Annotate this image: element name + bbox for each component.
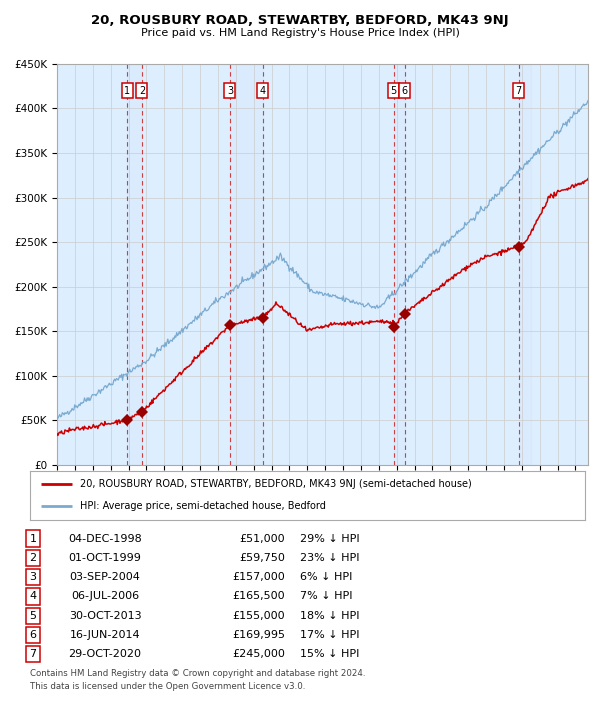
Text: 6: 6 bbox=[29, 630, 37, 640]
Text: £155,000: £155,000 bbox=[232, 611, 285, 621]
Text: 04-DEC-1998: 04-DEC-1998 bbox=[68, 534, 142, 544]
Text: 16-JUN-2014: 16-JUN-2014 bbox=[70, 630, 140, 640]
Text: 7: 7 bbox=[29, 649, 37, 659]
Text: 20, ROUSBURY ROAD, STEWARTBY, BEDFORD, MK43 9NJ: 20, ROUSBURY ROAD, STEWARTBY, BEDFORD, M… bbox=[91, 14, 509, 27]
Text: 03-SEP-2004: 03-SEP-2004 bbox=[70, 572, 140, 582]
Text: 15% ↓ HPI: 15% ↓ HPI bbox=[300, 649, 359, 659]
Text: 6: 6 bbox=[402, 86, 408, 96]
Text: 06-JUL-2006: 06-JUL-2006 bbox=[71, 591, 139, 601]
Text: 29% ↓ HPI: 29% ↓ HPI bbox=[300, 534, 359, 544]
Text: £59,750: £59,750 bbox=[239, 553, 285, 563]
Text: 29-OCT-2020: 29-OCT-2020 bbox=[68, 649, 142, 659]
Bar bbox=[394, 64, 405, 465]
Text: 18% ↓ HPI: 18% ↓ HPI bbox=[300, 611, 359, 621]
Text: 2: 2 bbox=[139, 86, 145, 96]
Text: 7% ↓ HPI: 7% ↓ HPI bbox=[300, 591, 353, 601]
Text: 01-OCT-1999: 01-OCT-1999 bbox=[68, 553, 142, 563]
Bar bbox=[127, 64, 142, 465]
Text: 30-OCT-2013: 30-OCT-2013 bbox=[68, 611, 142, 621]
Text: This data is licensed under the Open Government Licence v3.0.: This data is licensed under the Open Gov… bbox=[30, 682, 305, 691]
Text: 1: 1 bbox=[124, 86, 130, 96]
Text: 20, ROUSBURY ROAD, STEWARTBY, BEDFORD, MK43 9NJ (semi-detached house): 20, ROUSBURY ROAD, STEWARTBY, BEDFORD, M… bbox=[80, 479, 472, 489]
Text: 6% ↓ HPI: 6% ↓ HPI bbox=[300, 572, 352, 582]
Text: HPI: Average price, semi-detached house, Bedford: HPI: Average price, semi-detached house,… bbox=[80, 501, 326, 511]
Text: 4: 4 bbox=[29, 591, 37, 601]
Text: 1: 1 bbox=[29, 534, 37, 544]
Text: 23% ↓ HPI: 23% ↓ HPI bbox=[300, 553, 359, 563]
Text: £157,000: £157,000 bbox=[232, 572, 285, 582]
Text: 2: 2 bbox=[29, 553, 37, 563]
Text: 3: 3 bbox=[29, 572, 37, 582]
Text: £245,000: £245,000 bbox=[232, 649, 285, 659]
Text: Contains HM Land Registry data © Crown copyright and database right 2024.: Contains HM Land Registry data © Crown c… bbox=[30, 669, 365, 678]
Text: £165,500: £165,500 bbox=[232, 591, 285, 601]
Text: Price paid vs. HM Land Registry's House Price Index (HPI): Price paid vs. HM Land Registry's House … bbox=[140, 28, 460, 38]
Text: 7: 7 bbox=[515, 86, 522, 96]
Bar bbox=[519, 64, 531, 465]
Text: £169,995: £169,995 bbox=[232, 630, 285, 640]
Bar bbox=[230, 64, 263, 465]
Text: 3: 3 bbox=[227, 86, 233, 96]
Text: 5: 5 bbox=[391, 86, 397, 96]
Text: 5: 5 bbox=[29, 611, 37, 621]
Text: £51,000: £51,000 bbox=[239, 534, 285, 544]
Text: 17% ↓ HPI: 17% ↓ HPI bbox=[300, 630, 359, 640]
Text: 4: 4 bbox=[260, 86, 266, 96]
